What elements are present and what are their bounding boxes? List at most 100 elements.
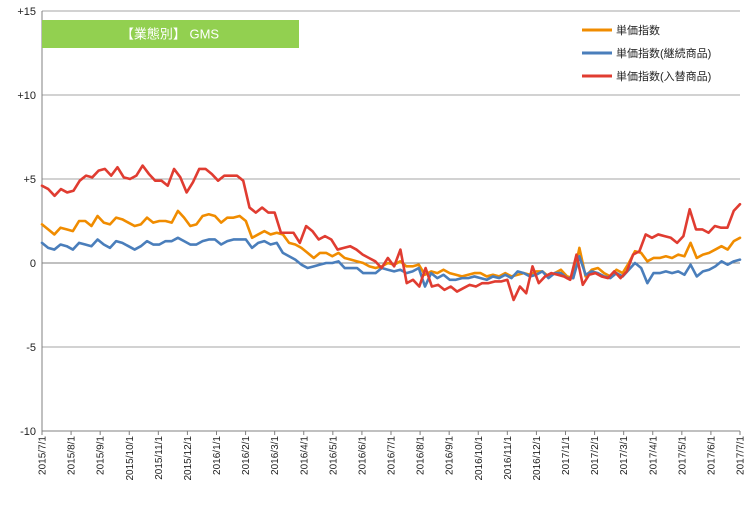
data-point <box>350 259 352 261</box>
data-point <box>387 262 389 264</box>
x-tick-label: 2016/5/1 <box>328 436 339 475</box>
data-point <box>294 243 296 246</box>
data-point <box>173 168 175 170</box>
data-point <box>239 215 241 217</box>
data-point <box>300 247 303 249</box>
data-point <box>431 285 433 288</box>
data-point <box>430 272 432 274</box>
y-tick-label: -5 <box>26 342 36 354</box>
data-point <box>492 274 494 276</box>
data-point <box>331 255 333 257</box>
data-point <box>214 215 216 217</box>
data-point <box>739 259 741 261</box>
data-point <box>424 267 427 269</box>
data-point <box>84 243 86 246</box>
data-point <box>263 230 265 232</box>
data-point <box>217 180 219 182</box>
data-point <box>487 282 490 284</box>
data-point <box>47 188 49 190</box>
data-point <box>670 237 672 239</box>
data-point <box>640 267 642 269</box>
y-tick-label: +10 <box>17 90 36 102</box>
data-point <box>665 270 667 272</box>
data-point <box>96 215 99 217</box>
data-point <box>356 267 358 269</box>
data-point <box>727 248 729 251</box>
data-point <box>399 269 401 271</box>
data-point <box>152 243 154 246</box>
data-point <box>695 228 697 230</box>
data-point <box>362 262 364 264</box>
data-point <box>418 264 420 266</box>
data-point <box>646 282 648 284</box>
data-point <box>318 238 320 241</box>
data-point <box>195 243 198 246</box>
data-point <box>239 238 241 241</box>
data-point <box>550 272 552 274</box>
data-point <box>177 237 179 239</box>
data-point <box>701 228 703 230</box>
x-tick-label: 2015/9/1 <box>96 436 107 475</box>
x-tick-label: 2015/11/1 <box>154 436 165 480</box>
data-point <box>689 264 692 266</box>
data-point <box>204 168 207 170</box>
x-tick-label: 2016/11/1 <box>503 436 514 480</box>
x-tick-label: 2017/4/1 <box>648 436 659 475</box>
data-point <box>646 260 648 262</box>
data-point <box>374 272 377 274</box>
data-point <box>198 168 200 170</box>
data-point <box>269 233 272 236</box>
data-point <box>380 267 383 269</box>
data-point <box>640 252 642 254</box>
data-point <box>689 208 691 210</box>
data-point <box>455 279 457 281</box>
data-point <box>541 270 543 272</box>
legend-label: 単価指数 <box>616 23 660 37</box>
data-point <box>677 270 679 272</box>
data-point <box>331 262 333 264</box>
y-tick-label: 0 <box>30 258 36 270</box>
data-point <box>720 245 723 247</box>
data-point <box>393 270 395 272</box>
data-point <box>436 277 438 279</box>
data-point <box>288 242 290 244</box>
data-point <box>158 220 160 222</box>
data-point <box>615 269 618 271</box>
data-point <box>103 243 105 246</box>
data-point <box>399 248 402 251</box>
data-point <box>443 289 446 291</box>
data-point <box>336 248 339 251</box>
data-point <box>645 233 647 236</box>
data-point <box>494 280 496 283</box>
y-tick-label: +15 <box>17 6 36 18</box>
data-point <box>510 277 513 279</box>
data-point <box>319 252 321 254</box>
data-point <box>226 240 228 242</box>
data-point <box>154 180 156 182</box>
data-point <box>594 272 596 274</box>
data-point <box>60 188 62 190</box>
data-point <box>578 255 581 257</box>
data-point <box>538 282 540 284</box>
data-point <box>601 275 603 278</box>
data-point <box>486 279 488 281</box>
data-point <box>560 269 562 271</box>
data-point <box>603 272 605 274</box>
data-point <box>632 254 634 256</box>
data-point <box>208 213 210 215</box>
data-point <box>311 230 313 232</box>
data-point <box>135 175 137 177</box>
y-tick-label: +5 <box>23 174 36 186</box>
data-point <box>513 299 515 301</box>
data-point <box>109 247 111 249</box>
data-point <box>248 206 251 209</box>
data-point <box>186 191 188 194</box>
x-tick-label: 2016/9/1 <box>445 436 456 475</box>
data-point <box>437 284 439 286</box>
data-point <box>305 225 307 227</box>
data-point <box>733 260 735 262</box>
data-point <box>727 264 729 266</box>
data-point <box>475 285 477 288</box>
data-point <box>368 265 370 267</box>
data-point <box>368 272 370 274</box>
